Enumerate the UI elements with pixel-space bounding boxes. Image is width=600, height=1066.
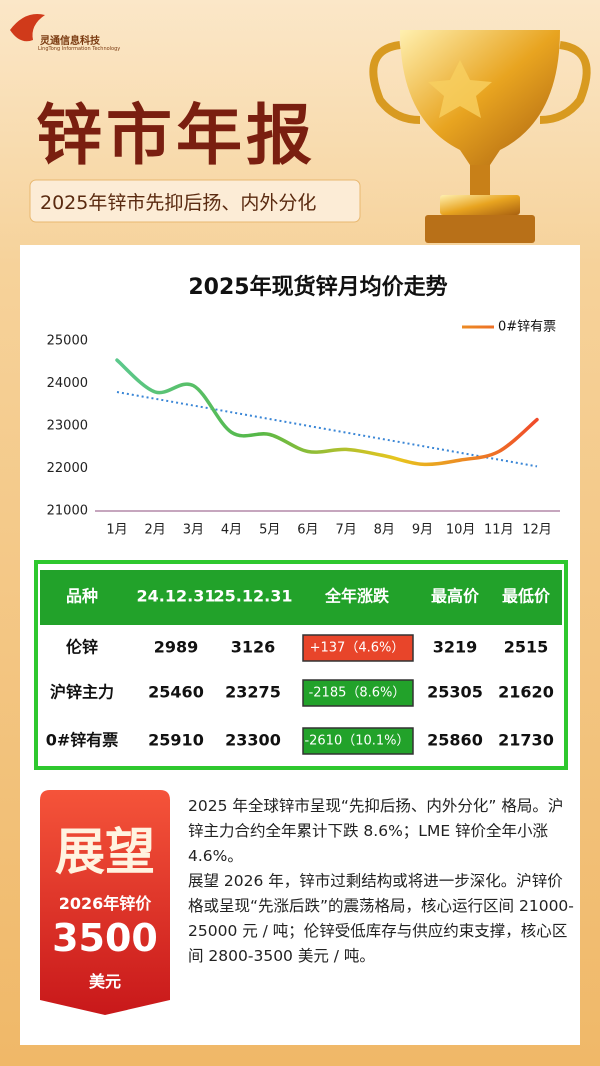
trendline — [116, 391, 538, 468]
logo-icon — [10, 14, 45, 42]
table-header: 最低价 — [502, 587, 551, 606]
x-tick-label: 10月 — [446, 523, 476, 538]
badge-price: 3500 — [52, 916, 158, 960]
y-tick-label: 24000 — [47, 376, 88, 391]
x-tick-label: 3月 — [183, 523, 204, 538]
table-header: 24.12.31 — [137, 587, 216, 606]
x-tick-label: 7月 — [335, 523, 356, 538]
table-cell: 25460 — [148, 683, 204, 702]
change-cell: -2610（10.1%） — [304, 734, 409, 749]
chart: 21000 22000 23000 24000 25000 1月 2月 3月 4月 5月 6月 7月 8… — [47, 320, 560, 538]
subtitle-box — [29, 179, 361, 223]
paragraph: 展望 2026 年，锌市过剩结构或将进一步深化。沪锌价格或呈现“先涨后跌”的震荡… — [188, 872, 574, 965]
x-tick-label: 2月 — [145, 523, 166, 538]
table-cell: 3126 — [231, 638, 276, 657]
x-tick-label: 9月 — [412, 523, 433, 538]
table-header: 全年涨跌 — [324, 587, 390, 606]
change-box — [302, 634, 414, 662]
logo-subtext: LingTong Information Technology — [38, 46, 121, 52]
y-tick-label: 25000 — [47, 334, 88, 349]
trophy — [369, 30, 591, 243]
x-tick-label: 1月 — [106, 523, 127, 538]
table-header: 最高价 — [431, 587, 480, 606]
paragraph: 2025 年全球锌市呈现“先抑后扬、内外分化” 格局。沪锌主力合约全年累计下跌 … — [188, 797, 564, 865]
y-tick-label: 22000 — [47, 461, 88, 476]
table-header: 25.12.31 — [214, 587, 293, 606]
title: 锌市年报 — [36, 97, 316, 174]
line — [115, 358, 539, 467]
table-cell: 0#锌有票 — [46, 731, 119, 750]
badge-unit: 美元 — [88, 972, 121, 991]
table-cell: 2515 — [504, 638, 549, 657]
subtitle: 2025年锌市先抑后扬、内外分化 — [40, 192, 317, 214]
logo-text: 灵通信息科技 — [40, 36, 100, 47]
table-header-bg — [40, 570, 562, 625]
table-frame — [34, 560, 568, 770]
legend-label: 0#锌有票 — [498, 320, 556, 335]
x-tick-label: 8月 — [374, 523, 395, 538]
x-tick-label: 11月 — [484, 523, 514, 538]
table-cell: 21620 — [498, 683, 554, 702]
x-tick-label: 5月 — [259, 523, 280, 538]
table-cell: 25860 — [427, 731, 483, 750]
table-cell: 沪锌主力 — [50, 683, 114, 702]
outlook-text: 2025 年全球锌市呈现“先抑后扬、内外分化” 格局。沪锌主力合约全年累计下跌 … — [188, 794, 574, 969]
table-cell: 2989 — [154, 638, 199, 657]
table-header: 品种 — [66, 587, 98, 606]
outlook-badge — [40, 790, 170, 1015]
table-cell: 3219 — [433, 638, 478, 657]
x-tick-label: 4月 — [221, 523, 242, 538]
table-cell: 21730 — [498, 731, 554, 750]
change-cell: -2185（8.6%） — [309, 686, 406, 701]
change-cell: +137（4.6%） — [310, 641, 405, 656]
table-cell: 23300 — [225, 731, 281, 750]
badge-label: 2026年锌价 — [58, 894, 152, 913]
x-tick-label: 6月 — [297, 523, 318, 538]
chart-title: 2025年现货锌月均价走势 — [188, 274, 447, 300]
y-tick-label: 23000 — [47, 419, 88, 434]
x-tick-label: 12月 — [522, 523, 552, 538]
change-box — [302, 727, 414, 755]
table-cell: 23275 — [225, 683, 281, 702]
table-cell: 25305 — [427, 683, 483, 702]
change-box — [302, 679, 414, 707]
table-cell: 伦锌 — [66, 638, 98, 657]
y-tick-label: 21000 — [47, 504, 88, 519]
badge-title: 展望 — [55, 823, 155, 881]
table-cell: 25910 — [148, 731, 204, 750]
